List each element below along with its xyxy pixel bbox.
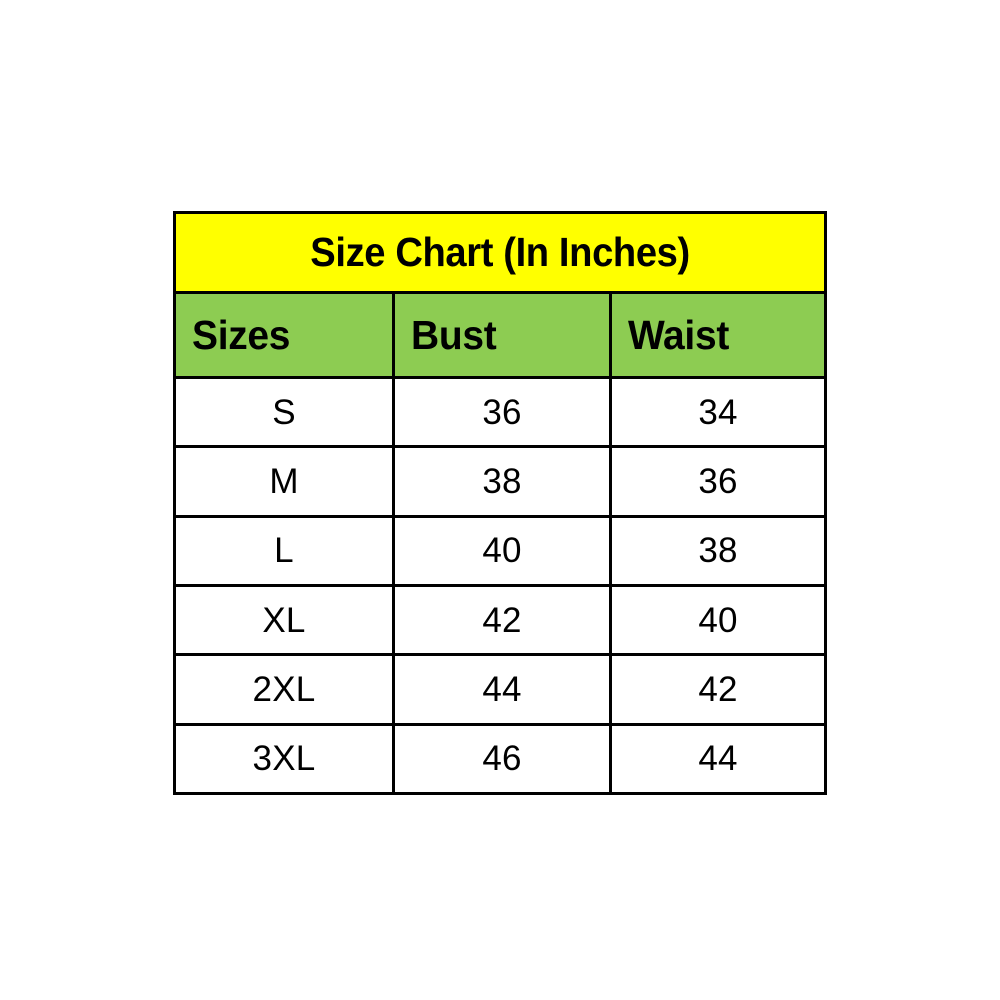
cell-waist-value: 38 xyxy=(698,531,738,571)
cell-waist: 34 xyxy=(609,379,824,446)
column-header-sizes: Sizes xyxy=(176,294,392,376)
cell-waist: 40 xyxy=(609,586,824,654)
cell-waist-value: 44 xyxy=(698,739,738,779)
cell-size-value: 3XL xyxy=(252,739,316,779)
cell-bust-value: 42 xyxy=(482,600,522,640)
table-row: 3XL 46 44 xyxy=(176,722,824,792)
cell-bust: 36 xyxy=(392,379,609,446)
size-chart-table: Size Chart (In Inches) Sizes Bust Waist … xyxy=(173,211,827,795)
cell-size-value: 2XL xyxy=(252,669,316,709)
cell-size: S xyxy=(176,379,392,446)
cell-size: L xyxy=(176,517,392,584)
table-row: XL 42 40 xyxy=(176,583,824,654)
cell-waist: 42 xyxy=(609,656,824,723)
cell-bust: 42 xyxy=(392,586,609,654)
column-header-bust-label: Bust xyxy=(411,311,497,358)
table-body: S 36 34 M 38 36 xyxy=(176,379,824,792)
cell-bust: 40 xyxy=(392,517,609,584)
cell-bust-value: 38 xyxy=(482,461,522,501)
table-row: L 40 38 xyxy=(176,514,824,584)
cell-waist-value: 40 xyxy=(698,600,738,640)
cell-bust: 38 xyxy=(392,448,609,515)
cell-size: 2XL xyxy=(176,656,392,723)
table-row: M 38 36 xyxy=(176,445,824,515)
cell-size: XL xyxy=(176,586,392,654)
column-header-waist-label: Waist xyxy=(628,311,730,358)
cell-size-value: M xyxy=(269,461,299,501)
table-title-row: Size Chart (In Inches) xyxy=(176,214,824,294)
cell-size-value: S xyxy=(272,392,296,432)
column-header-bust: Bust xyxy=(392,294,609,376)
cell-size: M xyxy=(176,448,392,515)
cell-waist: 44 xyxy=(609,725,824,792)
table-header-row: Sizes Bust Waist xyxy=(176,294,824,379)
table-row: S 36 34 xyxy=(176,379,824,446)
cell-size: 3XL xyxy=(176,725,392,792)
cell-bust-value: 40 xyxy=(482,531,522,571)
cell-waist-value: 42 xyxy=(698,669,738,709)
cell-waist-value: 34 xyxy=(698,392,738,432)
page-title: Size Chart (In Inches) xyxy=(310,229,690,275)
cell-bust-value: 36 xyxy=(482,392,522,432)
cell-size-value: L xyxy=(274,531,294,571)
column-header-sizes-label: Sizes xyxy=(192,311,291,358)
cell-waist-value: 36 xyxy=(698,461,738,501)
cell-bust: 46 xyxy=(392,725,609,792)
cell-waist: 36 xyxy=(609,448,824,515)
cell-bust-value: 44 xyxy=(482,669,522,709)
table-row: 2XL 44 42 xyxy=(176,653,824,723)
cell-bust: 44 xyxy=(392,656,609,723)
cell-bust-value: 46 xyxy=(482,739,522,779)
cell-size-value: XL xyxy=(262,600,306,640)
cell-waist: 38 xyxy=(609,517,824,584)
column-header-waist: Waist xyxy=(609,294,824,376)
